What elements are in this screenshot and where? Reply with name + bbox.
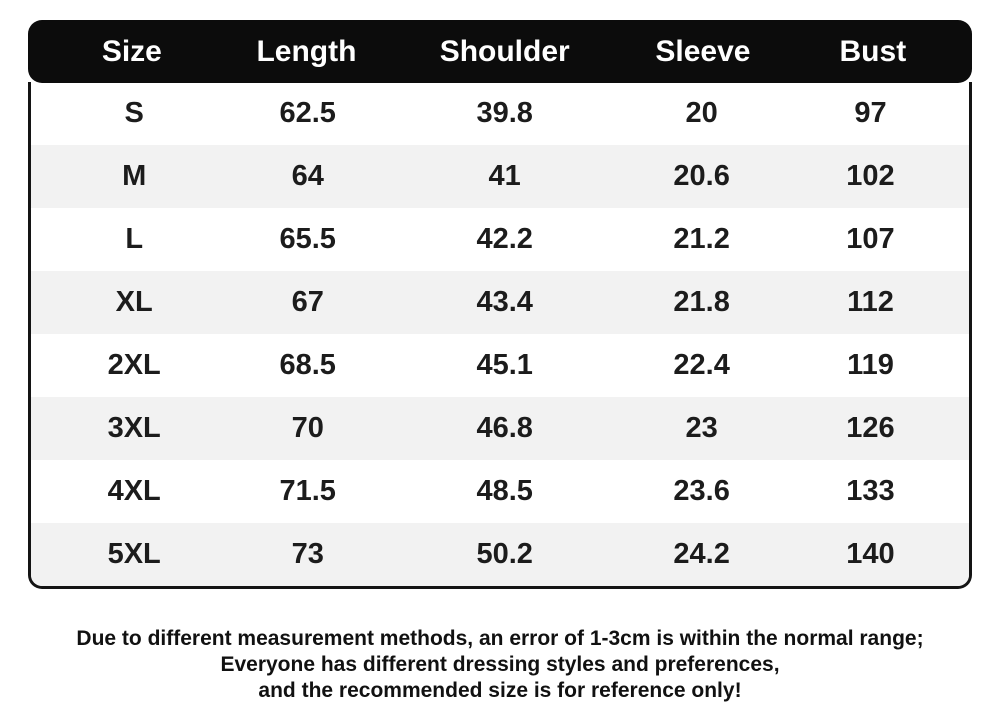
table-cell: 112: [847, 286, 894, 318]
table-cell: 22.4: [673, 349, 730, 381]
table-cell: 46.8: [476, 412, 533, 444]
header-cell-length: Length: [256, 34, 357, 68]
table-cell: 42.2: [476, 223, 533, 255]
table-cell: 4XL: [107, 475, 161, 507]
table-cell: 71.5: [279, 475, 336, 507]
table-body: S 62.5 39.8 20 97 M 64 41 20.6 102 L 65.…: [28, 82, 972, 589]
table-cell: 102: [846, 160, 895, 192]
table-cell: 107: [846, 223, 895, 255]
table-cell: 43.4: [476, 286, 533, 318]
table-cell: 48.5: [476, 475, 533, 507]
table-row-2xl: 2XL 68.5 45.1 22.4 119: [31, 334, 969, 397]
table-cell: 24.2: [673, 538, 730, 570]
table-cell: XL: [115, 286, 153, 318]
table-cell: 64: [291, 160, 324, 192]
table-row-m: M 64 41 20.6 102: [31, 145, 969, 208]
table-row-l: L 65.5 42.2 21.2 107: [31, 208, 969, 271]
table-cell: 70: [291, 412, 324, 444]
size-chart-table: Size Length Shoulder Sleeve Bust S 62.5 …: [28, 20, 972, 589]
table-cell: S: [124, 97, 144, 129]
table-cell: 23.6: [673, 475, 730, 507]
table-cell: 20.6: [673, 160, 730, 192]
table-cell: 21.8: [673, 286, 730, 318]
table-header-row: Size Length Shoulder Sleeve Bust: [28, 20, 972, 83]
table-cell: 68.5: [279, 349, 336, 381]
table-cell: 20: [685, 97, 718, 129]
table-row-xl: XL 67 43.4 21.8 112: [31, 271, 969, 334]
table-cell: 73: [291, 538, 324, 570]
table-row-4xl: 4XL 71.5 48.5 23.6 133: [31, 460, 969, 523]
table-cell: M: [122, 160, 147, 192]
table-cell: 126: [846, 412, 895, 444]
table-cell: 97: [854, 97, 887, 129]
table-cell: L: [125, 223, 144, 255]
disclaimer-line-3: and the recommended size is for referenc…: [258, 679, 742, 702]
table-row-3xl: 3XL 70 46.8 23 126: [31, 397, 969, 460]
header-cell-shoulder: Shoulder: [439, 34, 570, 68]
table-cell: 50.2: [476, 538, 533, 570]
table-cell: 21.2: [673, 223, 730, 255]
table-cell: 39.8: [476, 97, 533, 129]
table-cell: 45.1: [476, 349, 533, 381]
header-cell-bust: Bust: [839, 34, 907, 68]
disclaimer-line-2: Everyone has different dressing styles a…: [220, 653, 780, 676]
table-cell: 62.5: [279, 97, 336, 129]
table-cell: 67: [291, 286, 324, 318]
table-cell: 2XL: [107, 349, 161, 381]
table-cell: 41: [488, 160, 521, 192]
header-cell-size: Size: [101, 34, 162, 68]
header-cell-sleeve: Sleeve: [655, 34, 751, 68]
table-row-5xl: 5XL 73 50.2 24.2 140: [31, 523, 969, 586]
table-cell: 65.5: [279, 223, 336, 255]
table-cell: 5XL: [107, 538, 161, 570]
table-cell: 23: [685, 412, 718, 444]
table-cell: 119: [847, 349, 894, 381]
table-cell: 140: [846, 538, 895, 570]
table-cell: 3XL: [107, 412, 161, 444]
table-row-s: S 62.5 39.8 20 97: [31, 82, 969, 145]
table-cell: 133: [846, 475, 895, 507]
disclaimer-line-1: Due to different measurement methods, an…: [76, 627, 924, 650]
disclaimer-text: Due to different measurement methods, an…: [0, 626, 1000, 704]
